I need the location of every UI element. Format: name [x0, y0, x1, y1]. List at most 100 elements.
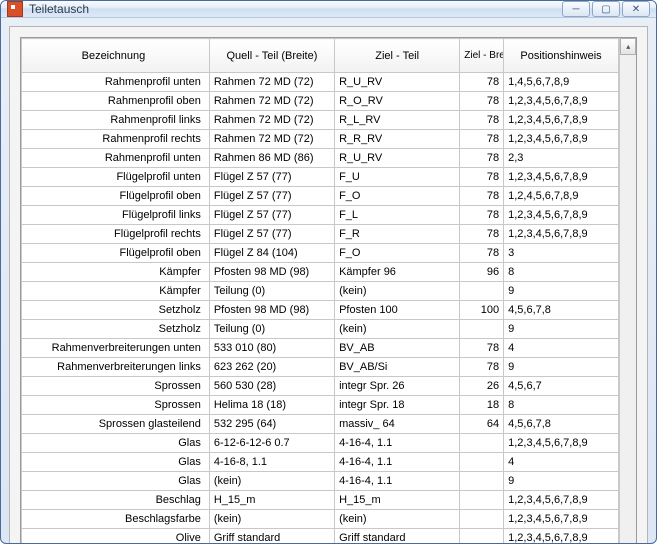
cell[interactable]: 78 [460, 149, 504, 168]
cell[interactable]: H_15_m [335, 491, 460, 510]
table-row[interactable]: Sprossen560 530 (28)integr Spr. 26264,5,… [22, 377, 619, 396]
cell[interactable]: integr Spr. 18 [335, 396, 460, 415]
cell[interactable] [460, 491, 504, 510]
cell[interactable]: 18 [460, 396, 504, 415]
table-row[interactable]: Glas(kein)4-16-4, 1.1 9 [22, 472, 619, 491]
table-row[interactable]: Glas4-16-8, 1.14-16-4, 1.14 [22, 453, 619, 472]
cell[interactable]: 9 [504, 358, 619, 377]
cell[interactable]: BV_AB/Si [335, 358, 460, 377]
cell[interactable]: (kein) [209, 510, 334, 529]
cell[interactable]: Rahmen 72 MD (72) [209, 92, 334, 111]
cell[interactable]: 8 [504, 396, 619, 415]
cell[interactable]: Flügel Z 57 (77) [209, 206, 334, 225]
cell[interactable]: Glas [22, 453, 210, 472]
cell[interactable]: 78 [460, 358, 504, 377]
cell[interactable]: R_L_RV [335, 111, 460, 130]
maximize-button[interactable]: ▢ [592, 1, 620, 17]
cell[interactable]: R_O_RV [335, 92, 460, 111]
cell[interactable]: Flügelprofil rechts [22, 225, 210, 244]
cell[interactable]: 78 [460, 225, 504, 244]
cell[interactable]: Rahmen 72 MD (72) [209, 130, 334, 149]
cell[interactable]: Flügelprofil unten [22, 168, 210, 187]
table-row[interactable]: KämpferTeilung (0)(kein)9 [22, 282, 619, 301]
cell[interactable]: Flügelprofil links [22, 206, 210, 225]
cell[interactable]: Setzholz [22, 320, 210, 339]
col-quell[interactable]: Quell - Teil (Breite) [209, 39, 334, 73]
col-bezeichnung[interactable]: Bezeichnung [22, 39, 210, 73]
cell[interactable]: 9 [504, 472, 619, 491]
cell[interactable]: 1,2,4,5,6,7,8,9 [504, 187, 619, 206]
table-row[interactable]: Flügelprofil obenFlügel Z 84 (104)F_O783 [22, 244, 619, 263]
cell[interactable]: 4 [504, 339, 619, 358]
cell[interactable]: massiv_ 64 [335, 415, 460, 434]
cell[interactable]: 2,3 [504, 149, 619, 168]
cell[interactable] [460, 434, 504, 453]
cell[interactable]: 78 [460, 339, 504, 358]
cell[interactable]: integr Spr. 26 [335, 377, 460, 396]
cell[interactable]: Glas [22, 472, 210, 491]
cell[interactable]: Rahmen 72 MD (72) [209, 111, 334, 130]
table-row[interactable]: OliveGriff standardGriff standard1,2,3,4… [22, 529, 619, 544]
cell[interactable]: Pfosten 98 MD (98) [209, 301, 334, 320]
cell[interactable]: 78 [460, 206, 504, 225]
cell[interactable]: 4,5,6,7 [504, 377, 619, 396]
cell[interactable]: Kämpfer [22, 263, 210, 282]
cell[interactable]: 1,2,3,4,5,6,7,8,9 [504, 434, 619, 453]
cell[interactable]: (kein) [335, 320, 460, 339]
table-row[interactable]: KämpferPfosten 98 MD (98) Kämpfer 96968 [22, 263, 619, 282]
cell[interactable]: Rahmen 86 MD (86) [209, 149, 334, 168]
cell[interactable]: Rahmenprofil unten [22, 73, 210, 92]
cell[interactable]: 1,2,3,4,5,6,7,8,9 [504, 225, 619, 244]
table-row[interactable]: Flügelprofil untenFlügel Z 57 (77)F_U781… [22, 168, 619, 187]
cell[interactable]: Flügelprofil oben [22, 244, 210, 263]
cell[interactable]: 9 [504, 282, 619, 301]
col-ziel[interactable]: Ziel - Teil [335, 39, 460, 73]
table-row[interactable]: Flügelprofil rechtsFlügel Z 57 (77)F_R78… [22, 225, 619, 244]
cell[interactable]: 100 [460, 301, 504, 320]
cell[interactable]: Pfosten 100 [335, 301, 460, 320]
cell[interactable]: 78 [460, 130, 504, 149]
table-row[interactable]: BeschlagH_15_mH_15_m1,2,3,4,5,6,7,8,9 [22, 491, 619, 510]
cell[interactable]: Sprossen [22, 377, 210, 396]
cell[interactable]: Kämpfer [22, 282, 210, 301]
cell[interactable]: 78 [460, 244, 504, 263]
cell[interactable]: Rahmenprofil oben [22, 92, 210, 111]
cell[interactable]: H_15_m [209, 491, 334, 510]
table-row[interactable]: Flügelprofil obenFlügel Z 57 (77)F_O781,… [22, 187, 619, 206]
table-row[interactable]: SetzholzTeilung (0)(kein)9 [22, 320, 619, 339]
cell[interactable]: Kämpfer 96 [335, 263, 460, 282]
cell[interactable]: Beschlagsfarbe [22, 510, 210, 529]
cell[interactable]: (kein) [209, 472, 334, 491]
cell[interactable]: 4 [504, 453, 619, 472]
cell[interactable]: 1,2,3,4,5,6,7,8,9 [504, 111, 619, 130]
cell[interactable]: Rahmenprofil links [22, 111, 210, 130]
cell[interactable]: F_O [335, 187, 460, 206]
table-row[interactable]: Rahmenprofil obenRahmen 72 MD (72)R_O_RV… [22, 92, 619, 111]
cell[interactable]: 4-16-4, 1.1 [335, 472, 460, 491]
col-breite[interactable]: Ziel - Breite [460, 39, 504, 73]
cell[interactable]: 532 295 (64) [209, 415, 334, 434]
cell[interactable]: 26 [460, 377, 504, 396]
table-row[interactable]: Rahmenprofil untenRahmen 72 MD (72)R_U_R… [22, 73, 619, 92]
cell[interactable]: 64 [460, 415, 504, 434]
cell[interactable]: 1,2,3,4,5,6,7,8,9 [504, 168, 619, 187]
cell[interactable]: Helima 18 (18) [209, 396, 334, 415]
table-row[interactable]: Rahmenverbreiterungen links623 262 (20)B… [22, 358, 619, 377]
cell[interactable]: 1,2,3,4,5,6,7,8,9 [504, 92, 619, 111]
cell[interactable]: Pfosten 98 MD (98) [209, 263, 334, 282]
table-row[interactable]: Rahmenprofil rechtsRahmen 72 MD (72)R_R_… [22, 130, 619, 149]
cell[interactable]: 78 [460, 168, 504, 187]
cell[interactable]: Flügel Z 84 (104) [209, 244, 334, 263]
cell[interactable]: 3 [504, 244, 619, 263]
cell[interactable]: Flügelprofil oben [22, 187, 210, 206]
cell[interactable]: 4-16-8, 1.1 [209, 453, 334, 472]
cell[interactable]: (kein) [335, 282, 460, 301]
cell[interactable]: F_L [335, 206, 460, 225]
cell[interactable]: Rahmen 72 MD (72) [209, 73, 334, 92]
cell[interactable] [460, 510, 504, 529]
cell[interactable]: 1,2,3,4,5,6,7,8,9 [504, 130, 619, 149]
cell[interactable]: (kein) [335, 510, 460, 529]
cell[interactable]: R_U_RV [335, 73, 460, 92]
cell[interactable]: Rahmenverbreiterungen unten [22, 339, 210, 358]
cell[interactable]: 78 [460, 111, 504, 130]
